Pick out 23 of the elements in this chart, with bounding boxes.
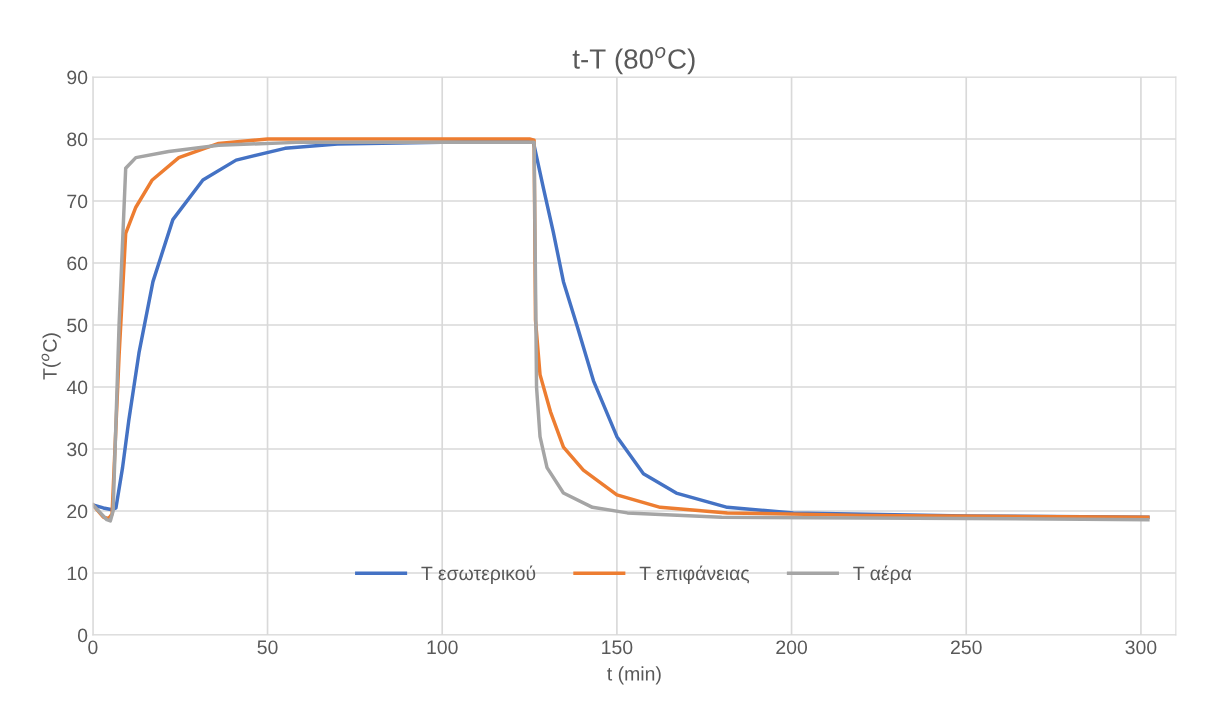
y-tick-label: 0: [77, 628, 88, 643]
x-tick-label: 250: [951, 640, 982, 655]
y-tick-label: 20: [67, 504, 88, 519]
x-tick-label: 100: [427, 640, 458, 655]
y-tick-label: 90: [67, 70, 88, 85]
chart-title: t-T (80$^{o}$C): [572, 47, 695, 75]
x-tick-label: 300: [1125, 640, 1157, 655]
y-tick-label: 30: [67, 442, 88, 457]
legend-label: T αέρα: [853, 565, 912, 585]
y-tick-label: 60: [67, 256, 88, 271]
y-tick-label: 10: [67, 566, 88, 581]
y-tick-label: 40: [66, 380, 88, 395]
y-axis-title: T($^{o}$C): [41, 333, 61, 380]
x-tick-label: 200: [776, 640, 808, 655]
x-tick-label: 50: [257, 640, 278, 655]
y-tick-label: 80: [67, 132, 88, 147]
x-axis-title: t (min): [607, 666, 661, 685]
legend-label: T επιφάνειας: [639, 565, 750, 585]
x-tick-label: 0: [88, 640, 98, 655]
y-tick-label: 70: [67, 194, 88, 209]
legend-label: T εσωτερικού: [421, 565, 536, 585]
y-tick-label: 50: [67, 318, 88, 333]
x-tick-label: 150: [602, 640, 633, 655]
